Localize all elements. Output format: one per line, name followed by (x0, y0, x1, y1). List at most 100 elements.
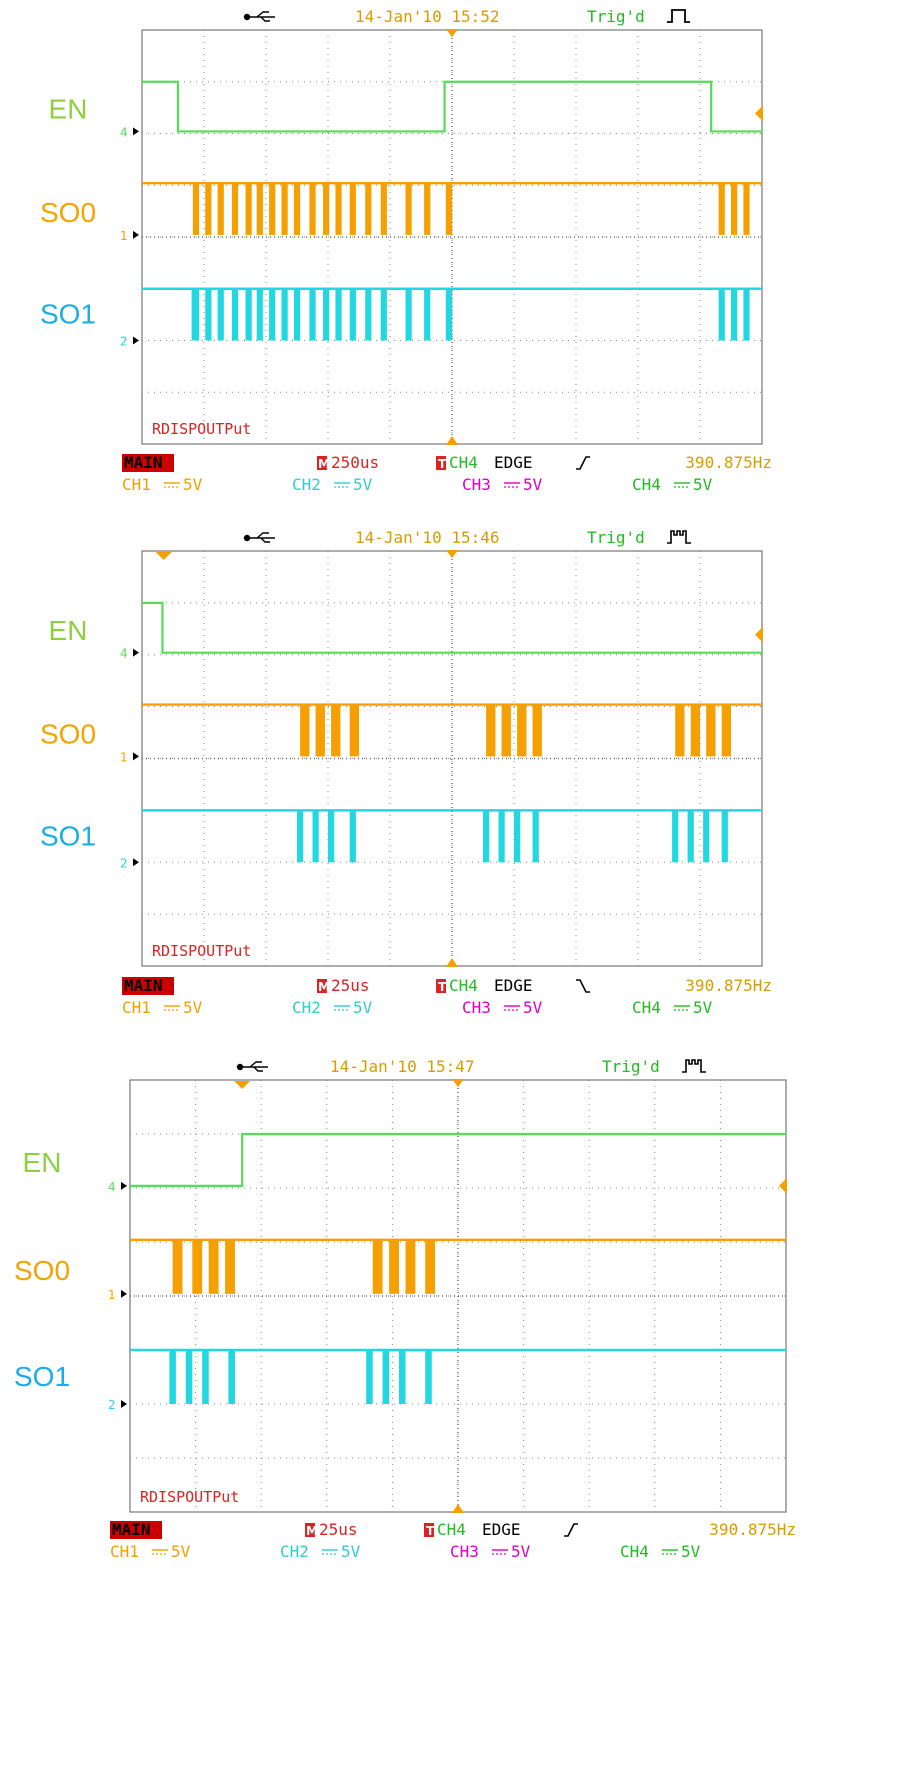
trace-so0-pulse (501, 704, 511, 757)
trace-so1-pulse (672, 810, 679, 863)
scope-panel: 14-Jan'10 15:46 Trig'd 4 EN 1 SO0 2 SO1 RDISPOUT… (40, 528, 772, 1017)
trace-so0-pulse (389, 1239, 399, 1294)
trace-so1-pulse (309, 288, 316, 341)
channel-marker-1: 1 (108, 1288, 116, 1302)
trace-so0-pulse (425, 1239, 436, 1294)
trace-so0-pulse (205, 183, 212, 235)
trace-so1-pulse (483, 810, 490, 863)
trace-so0-pulse (231, 183, 239, 235)
channel-scale-ch1: 5V (183, 475, 203, 494)
trace-so1-pulse (721, 810, 728, 863)
usb-plug-icon-branch2 (253, 1066, 263, 1072)
channel-name-ch3: CH3 (462, 998, 491, 1017)
trace-so1-pulse (256, 288, 263, 341)
channel-scale-ch1: 5V (183, 998, 203, 1017)
trace-so1-pulse (703, 810, 710, 863)
trace-so1-pulse (335, 288, 342, 341)
channel-label-so1: SO1 (14, 1361, 70, 1392)
trace-so0-pulse (365, 183, 372, 235)
channel-marker-2: 2 (120, 856, 128, 870)
channel-marker-arrow (133, 127, 139, 136)
trace-so0-pulse (532, 704, 542, 757)
timestamp: 14-Jan'10 15:46 (355, 528, 500, 547)
channel-name-ch2: CH2 (292, 998, 321, 1017)
trace-so1-pulse (245, 288, 252, 341)
trigger-position-marker-top (452, 1079, 464, 1087)
channel-marker-1: 1 (120, 750, 128, 764)
pretrigger-marker (155, 552, 172, 560)
trace-so1-pulse (269, 288, 276, 341)
trace-so0-pulse (335, 183, 342, 235)
trigger-position-marker-top (446, 29, 458, 37)
channel-scale-ch2: 5V (353, 475, 373, 494)
channel-label-so1: SO1 (40, 299, 96, 330)
usb-plug-icon (243, 532, 275, 543)
usb-plug-icon-branch1 (256, 532, 269, 539)
channel-marker-arrow (121, 1400, 127, 1408)
trace-so1-pulse (297, 810, 304, 863)
channel-marker-1: 1 (120, 229, 128, 243)
channel-name-ch1: CH1 (122, 475, 151, 494)
trace-so0-pulse (245, 183, 252, 235)
trigger-icon (424, 1523, 434, 1537)
trigger-position-marker-bottom (452, 1504, 464, 1513)
trace-so1-pulse (185, 1350, 193, 1404)
channel-name-ch4: CH4 (632, 998, 661, 1017)
trace-so1-pulse (445, 288, 452, 341)
trace-so1-pulse (425, 1350, 432, 1404)
channel-label-en: EN (23, 1147, 62, 1178)
rising-edge-icon (576, 456, 590, 470)
trace-so0-pulse (486, 704, 496, 757)
trace-so0-pulse (743, 183, 750, 235)
trace-so1-pulse (380, 288, 387, 341)
trigger-status: Trig'd (587, 528, 645, 547)
channel-scale-ch4: 5V (681, 1542, 701, 1561)
trace-so1-pulse (169, 1350, 176, 1404)
trace-so1-pulse (323, 288, 330, 341)
channel-label-en: EN (49, 94, 88, 125)
trace-so1-pulse (349, 810, 356, 863)
scope-panel: 14-Jan'10 15:52 Trig'd 4 EN 1 SO0 2 SO1 RDISPOUT… (40, 7, 772, 494)
trace-so1-pulse (424, 288, 431, 341)
channel-marker-arrow (133, 230, 139, 239)
trigger-position-marker-top (446, 550, 458, 558)
channel-marker-arrow (133, 648, 139, 657)
trigger-type: EDGE (494, 976, 533, 995)
channel-name-ch1: CH1 (110, 1542, 139, 1561)
channel-marker-arrow (121, 1289, 127, 1298)
pretrigger-marker (234, 1081, 251, 1089)
usb-plug-icon-branch2 (260, 16, 270, 22)
trace-so0-pulse (225, 1239, 235, 1294)
trigger-type: EDGE (494, 453, 533, 472)
trigger-level-marker (755, 626, 763, 643)
trace-so1-pulse (731, 288, 738, 341)
trigger-source: CH4 (449, 453, 478, 472)
usb-plug-icon-branch1 (249, 1061, 262, 1068)
waveform-label: RDISPOUTPut (140, 1488, 239, 1506)
timebase-icon (317, 456, 327, 470)
trace-so0-pulse (690, 704, 700, 757)
main-badge: MAIN (124, 453, 163, 472)
trace-so0-pulse (192, 1239, 203, 1294)
rising-edge-icon (564, 1523, 578, 1537)
channel-marker-4: 4 (120, 125, 128, 139)
trace-so1-pulse (718, 288, 725, 341)
falling-edge-icon (576, 979, 590, 993)
trace-so0-pulse (293, 183, 301, 235)
main-badge-bg (110, 1521, 162, 1539)
channel-label-so0: SO0 (40, 197, 96, 228)
trace-so0-pulse (718, 183, 725, 235)
channel-name-ch3: CH3 (450, 1542, 479, 1561)
trace-so0-pulse (721, 704, 731, 757)
usb-plug-icon-dot (243, 13, 251, 21)
channel-scale-ch2: 5V (353, 998, 373, 1017)
timebase-value: 25us (331, 976, 370, 995)
trace-so1-pulse (217, 288, 224, 341)
trigger-level-marker (755, 105, 763, 122)
usb-plug-icon-branch2 (260, 537, 270, 543)
trace-so0-pulse (517, 704, 527, 757)
trace-so1-pulse (205, 288, 212, 341)
trace-so0-pulse (706, 704, 716, 757)
channel-marker-4: 4 (108, 1180, 116, 1194)
trigger-icon (436, 979, 446, 993)
